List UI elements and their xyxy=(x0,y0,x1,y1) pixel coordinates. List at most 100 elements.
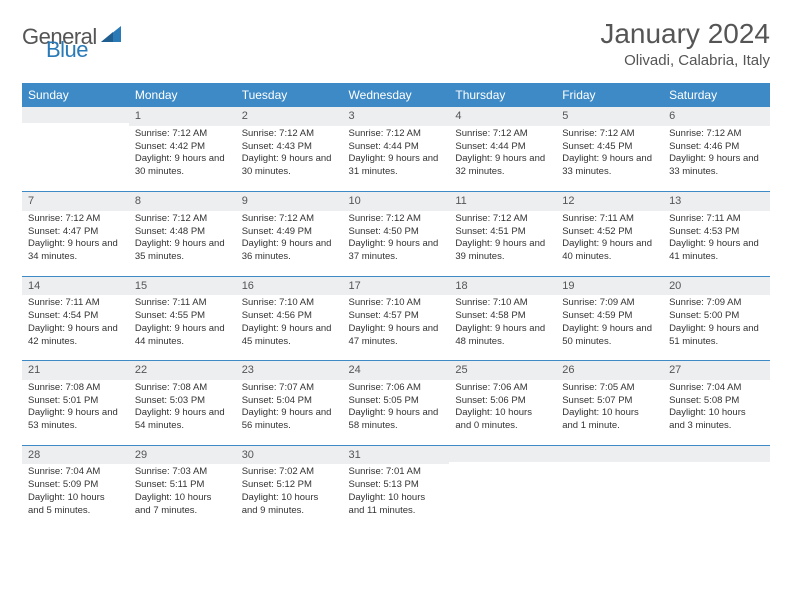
day-number: 22 xyxy=(129,361,236,380)
day-line: Daylight: 10 hours and 0 minutes. xyxy=(455,407,550,433)
calendar-cell: 15Sunrise: 7:11 AMSunset: 4:55 PMDayligh… xyxy=(129,276,236,360)
day-line: Daylight: 9 hours and 34 minutes. xyxy=(28,238,123,264)
day-line: Sunrise: 7:03 AM xyxy=(135,466,230,479)
day-line: Sunrise: 7:05 AM xyxy=(562,382,657,395)
calendar-cell: 17Sunrise: 7:10 AMSunset: 4:57 PMDayligh… xyxy=(343,276,450,360)
calendar-week-row: 28Sunrise: 7:04 AMSunset: 5:09 PMDayligh… xyxy=(22,445,770,529)
day-body: Sunrise: 7:12 AMSunset: 4:43 PMDaylight:… xyxy=(236,126,343,183)
day-line: Daylight: 10 hours and 1 minute. xyxy=(562,407,657,433)
day-number: 3 xyxy=(343,107,450,126)
day-line: Sunset: 4:46 PM xyxy=(669,141,764,154)
day-line: Daylight: 9 hours and 48 minutes. xyxy=(455,323,550,349)
day-line: Sunset: 5:08 PM xyxy=(669,395,764,408)
calendar-cell: 4Sunrise: 7:12 AMSunset: 4:44 PMDaylight… xyxy=(449,107,556,191)
day-line: Sunset: 4:57 PM xyxy=(349,310,444,323)
day-line: Sunset: 4:50 PM xyxy=(349,226,444,239)
day-line: Sunrise: 7:08 AM xyxy=(28,382,123,395)
header: General Blue January 2024 Olivadi, Calab… xyxy=(22,18,770,69)
day-line: Sunrise: 7:10 AM xyxy=(242,297,337,310)
day-body xyxy=(556,462,663,468)
day-line: Sunrise: 7:12 AM xyxy=(349,128,444,141)
day-body xyxy=(449,462,556,468)
day-line: Sunset: 5:06 PM xyxy=(455,395,550,408)
calendar-cell: 25Sunrise: 7:06 AMSunset: 5:06 PMDayligh… xyxy=(449,361,556,445)
day-line: Daylight: 9 hours and 30 minutes. xyxy=(242,153,337,179)
day-line: Daylight: 9 hours and 33 minutes. xyxy=(669,153,764,179)
day-line: Daylight: 9 hours and 39 minutes. xyxy=(455,238,550,264)
day-number: 31 xyxy=(343,446,450,465)
calendar-cell xyxy=(22,107,129,191)
day-number: 11 xyxy=(449,192,556,211)
calendar-header-row: Sunday Monday Tuesday Wednesday Thursday… xyxy=(22,83,770,107)
day-line: Daylight: 9 hours and 47 minutes. xyxy=(349,323,444,349)
day-body: Sunrise: 7:09 AMSunset: 4:59 PMDaylight:… xyxy=(556,295,663,352)
day-number: 7 xyxy=(22,192,129,211)
calendar-cell: 14Sunrise: 7:11 AMSunset: 4:54 PMDayligh… xyxy=(22,276,129,360)
day-line: Sunrise: 7:08 AM xyxy=(135,382,230,395)
calendar-cell: 8Sunrise: 7:12 AMSunset: 4:48 PMDaylight… xyxy=(129,192,236,276)
day-line: Daylight: 10 hours and 3 minutes. xyxy=(669,407,764,433)
day-number: 28 xyxy=(22,446,129,465)
day-number: 1 xyxy=(129,107,236,126)
day-number: 12 xyxy=(556,192,663,211)
day-line: Daylight: 9 hours and 53 minutes. xyxy=(28,407,123,433)
day-line: Sunset: 4:44 PM xyxy=(349,141,444,154)
calendar-cell: 10Sunrise: 7:12 AMSunset: 4:50 PMDayligh… xyxy=(343,192,450,276)
day-number: 8 xyxy=(129,192,236,211)
day-line: Daylight: 10 hours and 9 minutes. xyxy=(242,492,337,518)
day-body: Sunrise: 7:12 AMSunset: 4:48 PMDaylight:… xyxy=(129,211,236,268)
day-number: 27 xyxy=(663,361,770,380)
calendar-cell: 18Sunrise: 7:10 AMSunset: 4:58 PMDayligh… xyxy=(449,276,556,360)
day-body: Sunrise: 7:11 AMSunset: 4:54 PMDaylight:… xyxy=(22,295,129,352)
day-line: Sunset: 4:59 PM xyxy=(562,310,657,323)
day-line: Daylight: 9 hours and 33 minutes. xyxy=(562,153,657,179)
day-number: 25 xyxy=(449,361,556,380)
day-body: Sunrise: 7:12 AMSunset: 4:51 PMDaylight:… xyxy=(449,211,556,268)
day-line: Daylight: 9 hours and 50 minutes. xyxy=(562,323,657,349)
day-line: Sunset: 4:44 PM xyxy=(455,141,550,154)
day-body: Sunrise: 7:10 AMSunset: 4:58 PMDaylight:… xyxy=(449,295,556,352)
day-body: Sunrise: 7:09 AMSunset: 5:00 PMDaylight:… xyxy=(663,295,770,352)
calendar-cell: 3Sunrise: 7:12 AMSunset: 4:44 PMDaylight… xyxy=(343,107,450,191)
calendar-cell xyxy=(663,445,770,529)
day-body: Sunrise: 7:04 AMSunset: 5:08 PMDaylight:… xyxy=(663,380,770,437)
calendar-cell: 9Sunrise: 7:12 AMSunset: 4:49 PMDaylight… xyxy=(236,192,343,276)
day-line: Daylight: 9 hours and 41 minutes. xyxy=(669,238,764,264)
day-line: Sunset: 4:52 PM xyxy=(562,226,657,239)
day-header: Thursday xyxy=(449,83,556,107)
month-title: January 2024 xyxy=(600,18,770,50)
calendar-cell: 5Sunrise: 7:12 AMSunset: 4:45 PMDaylight… xyxy=(556,107,663,191)
calendar-cell: 27Sunrise: 7:04 AMSunset: 5:08 PMDayligh… xyxy=(663,361,770,445)
day-line: Sunrise: 7:11 AM xyxy=(562,213,657,226)
day-line: Sunset: 4:42 PM xyxy=(135,141,230,154)
day-body: Sunrise: 7:12 AMSunset: 4:46 PMDaylight:… xyxy=(663,126,770,183)
day-number: 19 xyxy=(556,277,663,296)
day-line: Sunrise: 7:12 AM xyxy=(135,128,230,141)
day-line: Sunrise: 7:12 AM xyxy=(135,213,230,226)
calendar-cell: 29Sunrise: 7:03 AMSunset: 5:11 PMDayligh… xyxy=(129,445,236,529)
calendar-cell: 13Sunrise: 7:11 AMSunset: 4:53 PMDayligh… xyxy=(663,192,770,276)
day-number xyxy=(663,446,770,462)
day-body: Sunrise: 7:12 AMSunset: 4:49 PMDaylight:… xyxy=(236,211,343,268)
day-body: Sunrise: 7:12 AMSunset: 4:47 PMDaylight:… xyxy=(22,211,129,268)
day-number: 15 xyxy=(129,277,236,296)
day-number: 14 xyxy=(22,277,129,296)
day-header: Sunday xyxy=(22,83,129,107)
day-number: 18 xyxy=(449,277,556,296)
day-line: Sunset: 4:56 PM xyxy=(242,310,337,323)
day-line: Sunset: 4:53 PM xyxy=(669,226,764,239)
calendar-body: 1Sunrise: 7:12 AMSunset: 4:42 PMDaylight… xyxy=(22,107,770,529)
day-header: Monday xyxy=(129,83,236,107)
day-line: Sunrise: 7:12 AM xyxy=(242,128,337,141)
day-number: 9 xyxy=(236,192,343,211)
day-body xyxy=(663,462,770,468)
day-number: 2 xyxy=(236,107,343,126)
day-line: Sunrise: 7:09 AM xyxy=(562,297,657,310)
day-line: Sunrise: 7:12 AM xyxy=(455,213,550,226)
day-line: Daylight: 9 hours and 40 minutes. xyxy=(562,238,657,264)
calendar-cell: 22Sunrise: 7:08 AMSunset: 5:03 PMDayligh… xyxy=(129,361,236,445)
day-line: Sunset: 4:55 PM xyxy=(135,310,230,323)
day-number: 29 xyxy=(129,446,236,465)
calendar-week-row: 14Sunrise: 7:11 AMSunset: 4:54 PMDayligh… xyxy=(22,276,770,360)
calendar-cell: 28Sunrise: 7:04 AMSunset: 5:09 PMDayligh… xyxy=(22,445,129,529)
